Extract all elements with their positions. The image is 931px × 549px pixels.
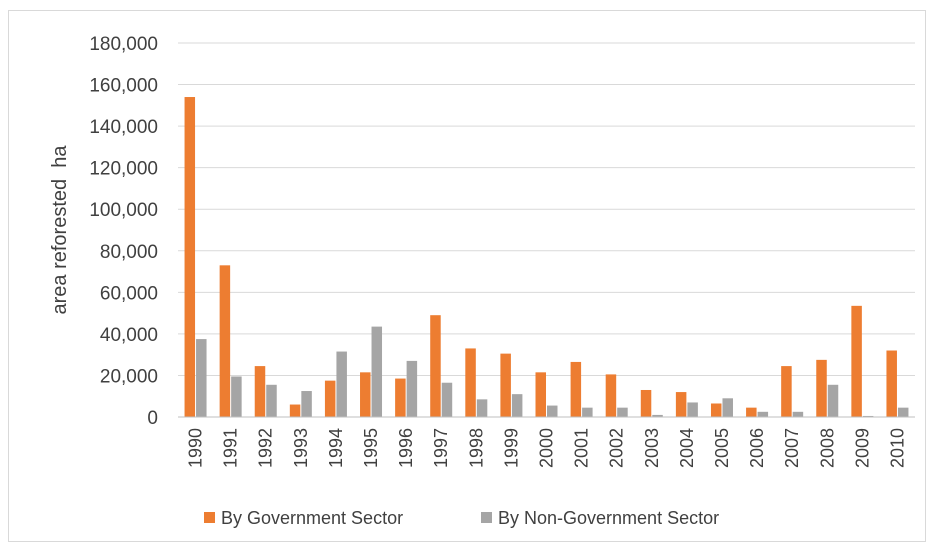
- bar-non-government: [792, 411, 804, 417]
- legend-label-government: By Government Sector: [221, 508, 403, 528]
- bar-government: [430, 315, 441, 417]
- x-tick-label: 1990: [186, 428, 206, 468]
- bar-non-government: [196, 339, 207, 417]
- y-axis-ticks: 0 20,000 40,000 60,000 80,000 100,000 120,000 1…: [89, 34, 158, 429]
- bar-non-government: [511, 394, 523, 417]
- y-tick-label: 40,000: [100, 325, 158, 346]
- bar-government: [289, 404, 301, 417]
- bar-government: [781, 366, 792, 417]
- bar-government: [360, 372, 371, 417]
- y-tick-label: 120,000: [89, 159, 158, 180]
- bar-government: [746, 407, 757, 417]
- bar-non-government: [722, 398, 733, 417]
- bar-government: [710, 403, 722, 417]
- x-tick-label: 1996: [396, 428, 416, 468]
- y-tick-label: 180,000: [89, 34, 158, 55]
- bar-government: [535, 372, 546, 417]
- bar-government: [675, 392, 687, 417]
- legend-label-non-government: By Non-Government Sector: [498, 508, 719, 528]
- bars: [184, 97, 909, 418]
- x-tick-label: 2008: [817, 428, 837, 468]
- bar-government: [500, 353, 511, 417]
- y-tick-label: 60,000: [100, 283, 158, 304]
- bar-government: [570, 361, 582, 417]
- bar-non-government: [406, 360, 418, 417]
- x-tick-label: 2007: [782, 428, 802, 468]
- legend-swatch-government: [204, 512, 215, 523]
- x-tick-label: 2003: [642, 428, 662, 468]
- bar-non-government: [687, 402, 698, 417]
- bar-government: [640, 389, 652, 417]
- bar-non-government: [301, 391, 312, 417]
- x-tick-label: 1992: [256, 428, 276, 468]
- x-tick-label: 1999: [501, 428, 521, 468]
- x-tick-label: 1995: [361, 428, 381, 468]
- bar-government: [324, 380, 336, 417]
- x-tick-label: 1994: [326, 428, 346, 468]
- bar-government: [816, 359, 827, 417]
- x-tick-label: 2009: [852, 428, 872, 468]
- bar-government: [219, 265, 231, 417]
- bar-government: [395, 378, 406, 417]
- bar-government: [886, 350, 897, 417]
- bar-non-government: [582, 407, 593, 417]
- bar-non-government: [652, 414, 663, 417]
- bar-non-government: [617, 407, 628, 417]
- y-tick-label: 80,000: [100, 242, 158, 263]
- bar-non-government: [336, 351, 347, 417]
- y-tick-label: 160,000: [89, 76, 158, 97]
- bar-non-government: [441, 382, 453, 417]
- bar-non-government: [757, 411, 769, 417]
- x-tick-label: 2010: [887, 428, 907, 468]
- bar-government: [184, 97, 196, 418]
- x-tick-label: 2005: [712, 428, 732, 468]
- bar-non-government: [371, 326, 383, 417]
- bar-non-government: [547, 405, 558, 417]
- bar-non-government: [476, 399, 488, 417]
- chart-frame: [8, 10, 926, 542]
- bar-government: [605, 374, 617, 417]
- bar-non-government: [897, 407, 909, 417]
- bar-non-government: [862, 415, 874, 417]
- legend: By Government Sector By Non-Government S…: [204, 508, 719, 528]
- y-tick-label: 100,000: [89, 200, 158, 221]
- x-tick-label: 2001: [572, 428, 592, 468]
- x-tick-label: 1991: [221, 428, 241, 468]
- x-tick-label: 2006: [747, 428, 767, 468]
- x-axis-ticks: 1990 1991 1992 1993 1994 1995 1996 1997 1998 1999…: [186, 428, 908, 468]
- x-tick-label: 2004: [677, 428, 697, 468]
- y-axis-label: area reforested ha: [49, 145, 71, 315]
- bar-non-government: [827, 384, 839, 417]
- x-tick-label: 2000: [537, 428, 557, 468]
- bar-government: [465, 348, 476, 417]
- gridlines: [178, 42, 915, 376]
- bar-non-government: [266, 384, 277, 417]
- bar-non-government: [231, 376, 242, 417]
- x-tick-label: 2002: [607, 428, 627, 468]
- x-tick-label: 1993: [291, 428, 311, 468]
- bar-government: [254, 366, 266, 417]
- x-tick-label: 1998: [466, 428, 486, 468]
- y-tick-label: 140,000: [89, 117, 158, 138]
- legend-swatch-non-government: [481, 512, 492, 523]
- bar-government: [851, 305, 862, 417]
- y-tick-label: 20,000: [100, 366, 158, 387]
- y-tick-label: 0: [147, 408, 158, 429]
- x-tick-label: 1997: [431, 428, 451, 468]
